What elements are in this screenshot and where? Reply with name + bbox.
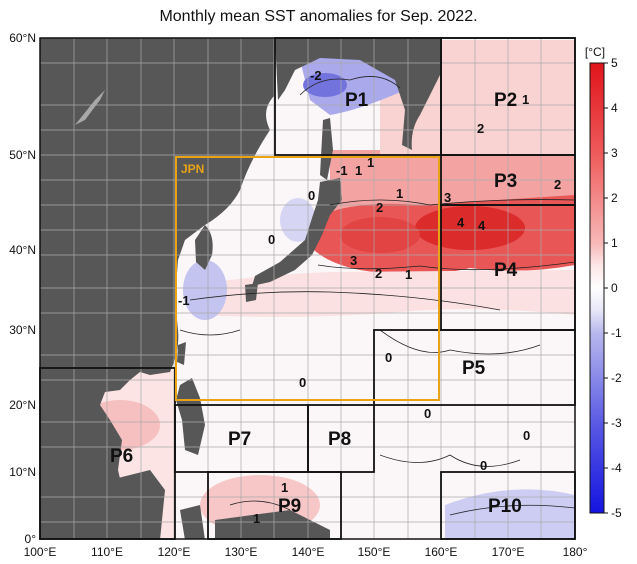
lon-tick: 160°E xyxy=(425,545,458,559)
anomaly-negative-japan-sea xyxy=(280,198,316,242)
region-label-p1: P1 xyxy=(345,90,369,111)
contour-label: 0 xyxy=(268,232,275,247)
contour-label: 0 xyxy=(308,188,315,203)
colorbar-unit: [°C] xyxy=(585,45,605,59)
colorbar-label: -1 xyxy=(611,326,622,340)
colorbar-gradient xyxy=(589,62,605,514)
contour-label: 4 xyxy=(478,218,486,233)
region-label-p7: P7 xyxy=(228,429,251,450)
colorbar-label: 2 xyxy=(611,191,618,205)
contour-label: 3 xyxy=(444,190,451,205)
region-label-p6: P6 xyxy=(110,446,133,467)
colorbar-label: 3 xyxy=(611,146,618,160)
contour-label: 4 xyxy=(457,215,465,230)
contour-label: 0 xyxy=(523,428,530,443)
colorbar-label: -5 xyxy=(611,506,622,520)
region-label-p10: P10 xyxy=(488,496,522,517)
land-philippines xyxy=(176,378,205,455)
lat-tick: 0° xyxy=(25,532,37,546)
contour-label: 1 xyxy=(396,186,403,201)
lon-tick: 110°E xyxy=(91,545,123,559)
lat-tick: 60°N xyxy=(9,31,36,45)
contour-label: 2 xyxy=(554,177,561,192)
lon-tick: 180° xyxy=(563,545,588,559)
lat-tick: 30°N xyxy=(9,323,36,337)
lon-tick: 100°E xyxy=(24,545,57,559)
region-label-p4: P4 xyxy=(494,260,518,281)
land-kamchatka xyxy=(275,38,440,150)
land-taiwan xyxy=(177,342,186,365)
colorbar-label: 1 xyxy=(611,236,618,250)
colorbar-label: -2 xyxy=(611,371,622,385)
lat-tick: 40°N xyxy=(9,243,36,257)
land-asia xyxy=(40,38,275,539)
contour-label: 0 xyxy=(385,350,392,365)
contour-label: 2 xyxy=(477,121,484,136)
contour-label: 1 xyxy=(367,155,374,170)
region-label-jpn: JPN xyxy=(181,162,204,176)
contour-label: 1 xyxy=(522,92,529,107)
contour-label: -1 xyxy=(336,163,348,178)
anomaly-negative-jpn xyxy=(183,260,227,320)
region-label-p9: P9 xyxy=(278,496,301,517)
contour-label: -1 xyxy=(178,293,190,308)
land-newguinea xyxy=(215,510,330,539)
region-label-p3: P3 xyxy=(494,171,517,192)
region-label-p2: P2 xyxy=(494,90,517,111)
contour-label: -2 xyxy=(310,68,322,83)
lon-tick: 140°E xyxy=(292,545,325,559)
region-label-p8: P8 xyxy=(328,429,351,450)
lat-tick: 10°N xyxy=(9,465,36,479)
contour-label: 0 xyxy=(299,375,306,390)
region-label-p5: P5 xyxy=(462,358,486,379)
lon-tick: 150°E xyxy=(358,545,391,559)
contour-label: 1 xyxy=(253,511,260,526)
land-borneo xyxy=(110,470,165,539)
colorbar-label: -4 xyxy=(611,461,622,475)
contour-label: 0 xyxy=(424,406,431,421)
colorbar-label: -3 xyxy=(611,416,622,430)
colorbar: [°C] 5 4 3 2 1 0 -1 -2 -3 -4 -5 xyxy=(585,45,622,520)
anomaly-p10 xyxy=(445,489,575,539)
contour-label: 0 xyxy=(480,458,487,473)
colorbar-label: 4 xyxy=(611,101,618,115)
box-jpn xyxy=(175,156,440,401)
land-sakhalin xyxy=(320,118,333,180)
lat-axis: 60°N 50°N 40°N 30°N 20°N 10°N 0° xyxy=(9,31,36,546)
colorbar-label: 5 xyxy=(611,56,618,70)
contour-lines xyxy=(179,76,575,516)
lat-tick: 50°N xyxy=(9,148,36,162)
lake-baikal xyxy=(75,90,105,125)
contour-label: 1 xyxy=(281,480,288,495)
anomaly-core-2 xyxy=(340,217,420,253)
lat-tick: 20°N xyxy=(9,398,36,412)
contour-label: 1 xyxy=(405,267,412,282)
contour-labels: -2 -1 1 1 2 1 0 0 3 2 1 -1 3 4 4 2 2 1 0… xyxy=(178,68,561,526)
land-kyushu xyxy=(245,283,258,302)
colorbar-label: 0 xyxy=(611,281,618,295)
contour-label: 2 xyxy=(375,266,382,281)
lon-tick: 120°E xyxy=(158,545,191,559)
map-title: Monthly mean SST anomalies for Sep. 2022… xyxy=(159,8,478,25)
contour-label: 2 xyxy=(376,200,383,215)
contour-label: 3 xyxy=(350,253,357,268)
lon-axis: 100°E 110°E 120°E 130°E 140°E 150°E 160°… xyxy=(24,545,588,559)
lon-tick: 130°E xyxy=(225,545,258,559)
anomaly-core xyxy=(415,206,525,250)
anomaly-subtropic xyxy=(190,270,575,317)
lon-tick: 170°E xyxy=(492,545,525,559)
map-frame xyxy=(39,37,576,540)
contour-label: 1 xyxy=(355,163,362,178)
